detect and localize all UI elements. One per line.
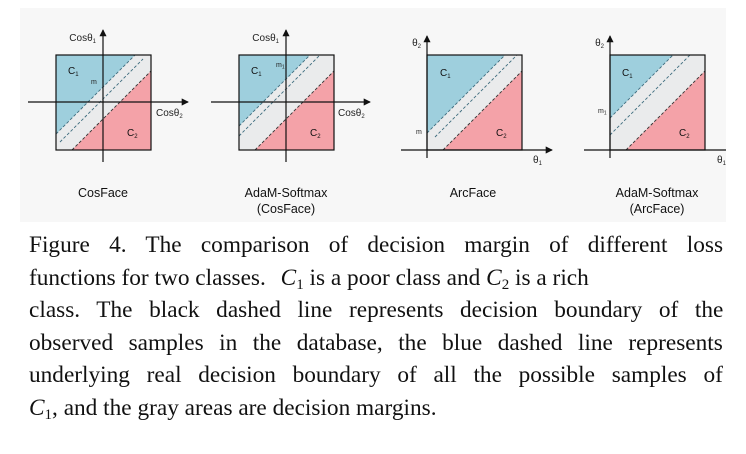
- plot-title-line1: ArcFace: [449, 186, 497, 200]
- caption-label: Figure 4.: [29, 232, 127, 258]
- caption-line: functions for two classes. C1 is a poor …: [29, 262, 723, 295]
- caption-text: is a rich: [515, 264, 589, 291]
- plot-title-line1: CosFace: [77, 186, 129, 200]
- black-dashed-boundary: [442, 70, 523, 151]
- plot-title-adam-cosface: AdaM-Softmax (CosFace): [206, 185, 366, 217]
- black-dashed-boundary: [254, 70, 335, 151]
- margin-diagrams: Cosθ1 Cosθ2 C1 C2 m Cosθ1 Cosθ2 C1 C2 m1: [28, 29, 726, 167]
- plot-title-line1: AdaM-Softmax: [615, 186, 699, 200]
- black-dashed-boundary: [625, 70, 706, 151]
- c2-label: C2: [679, 128, 690, 140]
- blue-dashed-boundary: [55, 54, 136, 135]
- caption-text: , and the gray areas are decision margin…: [52, 394, 437, 421]
- figure-caption: Figure 4. The comparison of decision mar…: [29, 229, 723, 425]
- blue-dashed-boundary: [238, 54, 321, 137]
- caption-text: functions for two classes.: [29, 264, 266, 291]
- plot-cosface: Cosθ1 Cosθ2 C1 C2 m: [28, 29, 189, 162]
- caption-line: observed samples in the database, the bl…: [29, 329, 723, 356]
- figure-panel: Cosθ1 Cosθ2 C1 C2 m Cosθ1 Cosθ2 C1 C2 m1: [20, 8, 726, 222]
- black-dashed-boundary: [71, 70, 152, 151]
- y-axis-label: Cosθ1: [69, 33, 96, 45]
- plot-title-line2: (ArcFace): [629, 202, 685, 216]
- blue-dashed-boundary: [238, 54, 311, 127]
- c2-label: C2: [496, 128, 507, 140]
- y-axis-label: θ2: [412, 38, 422, 50]
- c1-label: C1: [68, 66, 79, 78]
- caption-line: class. The black dashed line represents …: [29, 297, 724, 324]
- caption-line: underlying real decision boundary of all…: [29, 362, 723, 389]
- caption-line: C1, and the gray areas are decision marg…: [29, 392, 723, 425]
- margin-label: m1: [598, 108, 607, 117]
- caption-text: is a poor class and: [309, 264, 481, 291]
- plot-title-cosface: CosFace: [23, 185, 183, 201]
- y-axis-label: θ2: [595, 38, 605, 50]
- class-c1-symbol: C1: [29, 394, 53, 423]
- c1-label: C1: [622, 68, 633, 80]
- plot-title-line1: AdaM-Softmax: [244, 186, 328, 200]
- x-axis-label: Cosθ2: [156, 108, 183, 120]
- plot-title-adam-arcface: AdaM-Softmax (ArcFace): [577, 185, 737, 217]
- plot-title-arcface: ArcFace: [393, 185, 553, 201]
- plot-arcface: θ2 θ1 C1 C2 m: [401, 35, 553, 167]
- blue-dashed-boundary: [609, 54, 691, 136]
- class-c1-symbol: C1: [280, 264, 304, 293]
- plot-title-line2: (CosFace): [256, 202, 316, 216]
- c2-label: C2: [127, 128, 138, 140]
- margin-label: m: [416, 129, 422, 136]
- x-axis-label: θ1: [533, 155, 543, 167]
- plot-adam-cosface: Cosθ1 Cosθ2 C1 C2 m1: [211, 29, 371, 162]
- blue-dashed-boundary: [426, 54, 506, 134]
- plot-adam-arcface: θ2 θ1 C1 C2 m1: [584, 35, 726, 167]
- margin-label: m: [91, 79, 97, 86]
- blue-dashed-boundary: [59, 58, 144, 143]
- x-axis-label: Cosθ2: [338, 108, 365, 120]
- x-axis-label: θ1: [717, 155, 726, 167]
- c1-label: C1: [440, 68, 451, 80]
- margin-label: m1: [276, 62, 285, 71]
- y-axis-label: Cosθ1: [252, 33, 279, 45]
- class-c2-symbol: C2: [486, 264, 510, 293]
- c2-label: C2: [310, 128, 321, 140]
- blue-dashed-boundary: [434, 54, 518, 138]
- caption-line: Figure 4. The comparison of decision mar…: [29, 229, 723, 262]
- c1-label: C1: [251, 66, 262, 78]
- caption-text: The comparison of decision margin of dif…: [145, 232, 724, 258]
